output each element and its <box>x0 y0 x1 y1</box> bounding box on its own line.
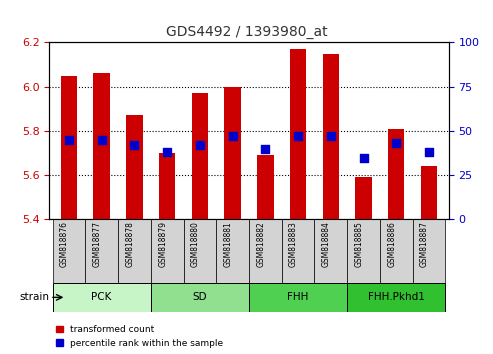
Bar <box>315 219 347 283</box>
Text: GSM818883: GSM818883 <box>289 221 298 267</box>
Text: GSM818878: GSM818878 <box>125 221 135 267</box>
Text: GSM818885: GSM818885 <box>354 221 363 267</box>
Point <box>131 142 139 148</box>
Bar <box>282 219 315 283</box>
Bar <box>151 283 249 312</box>
Text: GSM818884: GSM818884 <box>322 221 331 267</box>
Bar <box>53 219 85 283</box>
Bar <box>224 87 241 219</box>
Text: GSM818879: GSM818879 <box>158 221 167 267</box>
Bar <box>249 283 347 312</box>
Bar <box>290 49 306 219</box>
Bar <box>159 153 176 219</box>
Text: PCK: PCK <box>92 292 112 302</box>
Bar <box>347 283 445 312</box>
Point <box>327 133 335 139</box>
Text: GDS4492 / 1393980_at: GDS4492 / 1393980_at <box>166 25 327 39</box>
Text: strain: strain <box>20 292 50 302</box>
Point <box>229 133 237 139</box>
Bar <box>118 219 151 283</box>
Text: FHH: FHH <box>287 292 309 302</box>
Point <box>425 149 433 155</box>
Bar <box>249 219 282 283</box>
Point <box>392 141 400 146</box>
Text: SD: SD <box>193 292 207 302</box>
Legend: transformed count, percentile rank within the sample: transformed count, percentile rank withi… <box>54 323 225 349</box>
Point <box>196 142 204 148</box>
Text: FHH.Pkhd1: FHH.Pkhd1 <box>368 292 424 302</box>
Bar <box>85 219 118 283</box>
Point <box>163 149 171 155</box>
Bar <box>388 129 404 219</box>
Bar <box>355 177 372 219</box>
Bar <box>380 219 413 283</box>
Point <box>294 133 302 139</box>
Point <box>359 155 367 160</box>
Point <box>261 146 269 152</box>
Bar <box>322 53 339 219</box>
Text: GSM818882: GSM818882 <box>256 221 265 267</box>
Bar <box>94 74 110 219</box>
Text: GSM818876: GSM818876 <box>60 221 69 267</box>
Text: GSM818881: GSM818881 <box>224 221 233 267</box>
Point <box>65 137 73 143</box>
Bar <box>183 219 216 283</box>
Text: GSM818877: GSM818877 <box>93 221 102 267</box>
Bar <box>216 219 249 283</box>
Bar <box>53 283 151 312</box>
Point <box>98 137 106 143</box>
Text: GSM818887: GSM818887 <box>420 221 429 267</box>
Bar <box>347 219 380 283</box>
Text: GSM818880: GSM818880 <box>191 221 200 267</box>
Bar <box>126 115 142 219</box>
Bar <box>413 219 445 283</box>
Bar <box>61 76 77 219</box>
Bar <box>192 93 208 219</box>
Bar <box>151 219 183 283</box>
Bar <box>257 155 274 219</box>
Bar <box>421 166 437 219</box>
Text: GSM818886: GSM818886 <box>387 221 396 267</box>
